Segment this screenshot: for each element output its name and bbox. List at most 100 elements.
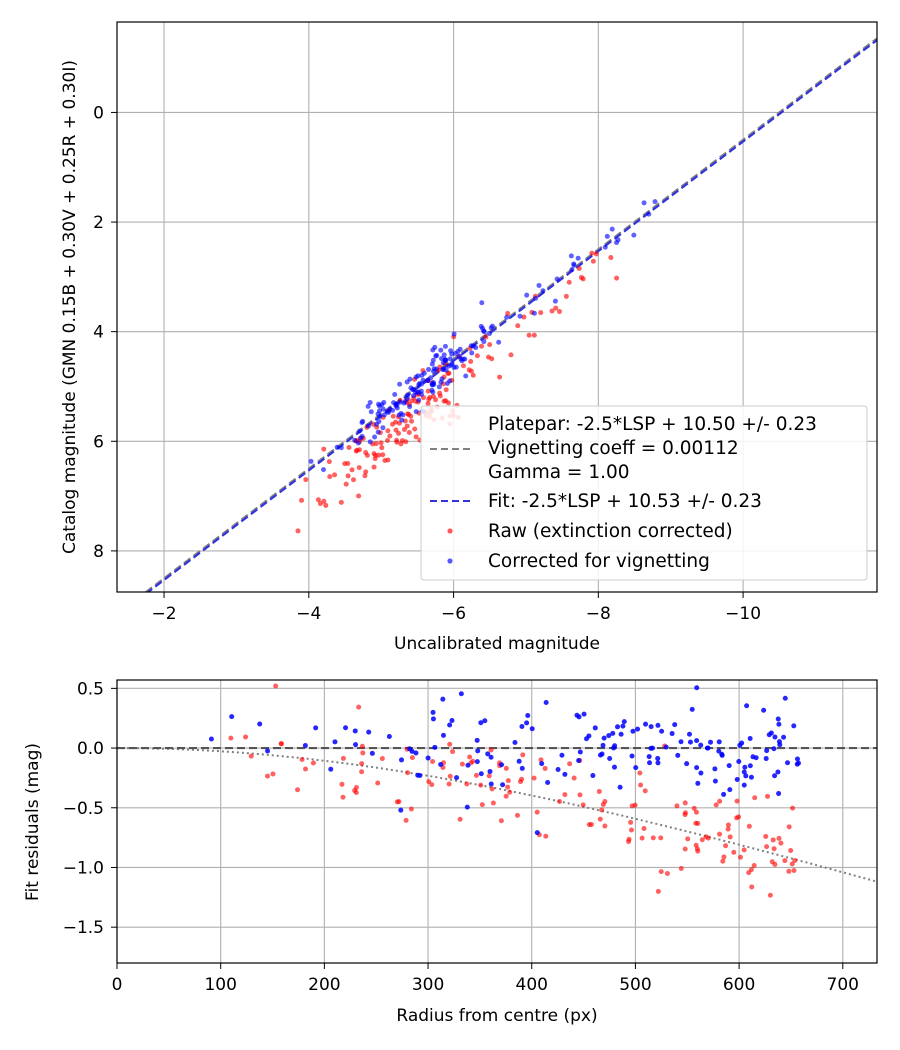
- bottom-data-point: [538, 757, 544, 763]
- bottom-data-point: [791, 867, 797, 873]
- bottom-data-point: [632, 802, 638, 808]
- top-data-point: [401, 426, 407, 432]
- bottom-data-point: [792, 857, 798, 863]
- bottom-data-point: [731, 849, 737, 855]
- bottom-data-point: [698, 742, 704, 748]
- bottom-data-point: [229, 714, 235, 720]
- bottom-data-point: [576, 758, 582, 764]
- bottom-data-point: [488, 747, 494, 753]
- bottom-data-point: [432, 744, 438, 750]
- top-data-point: [426, 366, 432, 372]
- top-data-point: [469, 350, 475, 356]
- bottom-data-point: [369, 750, 375, 756]
- bottom-y-tick-label: 0.5: [77, 679, 104, 699]
- bottom-data-point: [694, 685, 700, 691]
- top-data-point: [360, 418, 366, 424]
- bottom-data-point: [612, 743, 618, 749]
- top-data-point: [505, 310, 511, 316]
- bottom-x-axis-label: Radius from centre (px): [396, 1006, 597, 1026]
- bottom-data-point: [726, 763, 732, 769]
- bottom-data-point: [543, 700, 549, 706]
- bottom-data-point: [531, 775, 537, 781]
- legend: Platepar: -2.5*LSP + 10.50 +/- 0.23 Vign…: [420, 405, 868, 581]
- bottom-data-point: [741, 847, 747, 853]
- top-data-point: [349, 467, 355, 473]
- bottom-data-point: [761, 707, 767, 713]
- bottom-data-point: [682, 800, 688, 806]
- bottom-data-point: [557, 799, 563, 805]
- bottom-data-point: [684, 761, 690, 767]
- top-data-point: [412, 426, 418, 432]
- top-data-point: [303, 477, 309, 483]
- bottom-x-tick-label: 200: [308, 975, 340, 995]
- top-data-point: [371, 451, 377, 457]
- top-data-point: [462, 356, 468, 362]
- bottom-data-point: [353, 785, 359, 791]
- bottom-data-point: [698, 770, 704, 776]
- bottom-data-point: [770, 837, 776, 843]
- bottom-data-point: [600, 802, 606, 808]
- top-y-tick-label: 4: [93, 323, 104, 343]
- top-data-point: [372, 434, 378, 440]
- top-data-point: [378, 440, 384, 446]
- bottom-data-point: [763, 833, 769, 839]
- bottom-data-point: [685, 836, 691, 842]
- bottom-data-point: [734, 777, 740, 783]
- top-data-point: [392, 391, 398, 397]
- top-data-point: [536, 282, 542, 288]
- bottom-data-point: [474, 737, 480, 743]
- bottom-data-point: [723, 843, 729, 849]
- bottom-data-point: [386, 733, 392, 739]
- bottom-data-point: [782, 695, 788, 701]
- top-data-point: [414, 390, 420, 396]
- top-data-point: [431, 368, 437, 374]
- top-data-point: [367, 439, 373, 445]
- top-data-point: [387, 433, 393, 439]
- bottom-data-point: [788, 848, 794, 854]
- bottom-data-point: [270, 771, 276, 777]
- bottom-data-point: [450, 749, 456, 755]
- top-data-point: [358, 435, 364, 441]
- bottom-data-point: [332, 739, 338, 745]
- top-data-point: [604, 233, 610, 239]
- bottom-data-point: [359, 743, 365, 749]
- bottom-data-point: [607, 756, 613, 762]
- top-data-point: [578, 274, 584, 280]
- bottom-data-point: [771, 846, 777, 852]
- bottom-data-point: [539, 761, 545, 767]
- bottom-data-point: [785, 760, 791, 766]
- bottom-data-point: [643, 721, 649, 727]
- bottom-data-point: [273, 683, 279, 689]
- top-data-point: [438, 379, 444, 385]
- top-data-point: [481, 339, 487, 345]
- top-data-point: [375, 429, 381, 435]
- top-data-point: [376, 408, 382, 414]
- bottom-data-point: [606, 733, 612, 739]
- bottom-data-point: [396, 799, 402, 805]
- bottom-data-point: [507, 789, 513, 795]
- top-data-point: [404, 379, 410, 385]
- top-fit-lines: [144, 37, 877, 592]
- top-data-point: [317, 501, 323, 507]
- bottom-data-point: [487, 769, 493, 775]
- top-data-point: [508, 352, 514, 358]
- bottom-data-point: [409, 748, 415, 754]
- bottom-x-tick-label: 500: [619, 975, 651, 995]
- legend-box: [420, 405, 868, 581]
- top-data-point: [442, 357, 448, 363]
- top-data-point: [576, 265, 582, 271]
- bottom-data-point: [695, 780, 701, 786]
- bottom-data-point: [767, 892, 773, 898]
- top-data-point: [409, 418, 415, 424]
- bottom-data-point: [359, 761, 365, 767]
- bottom-data-point: [398, 807, 404, 813]
- bottom-data-point: [519, 724, 525, 730]
- top-data-point: [447, 356, 453, 362]
- top-data-point: [433, 397, 439, 403]
- bottom-data-point: [518, 779, 524, 785]
- bottom-data-point: [302, 742, 308, 748]
- top-data-point: [385, 457, 391, 463]
- top-data-point: [399, 417, 405, 423]
- top-data-point: [327, 474, 333, 480]
